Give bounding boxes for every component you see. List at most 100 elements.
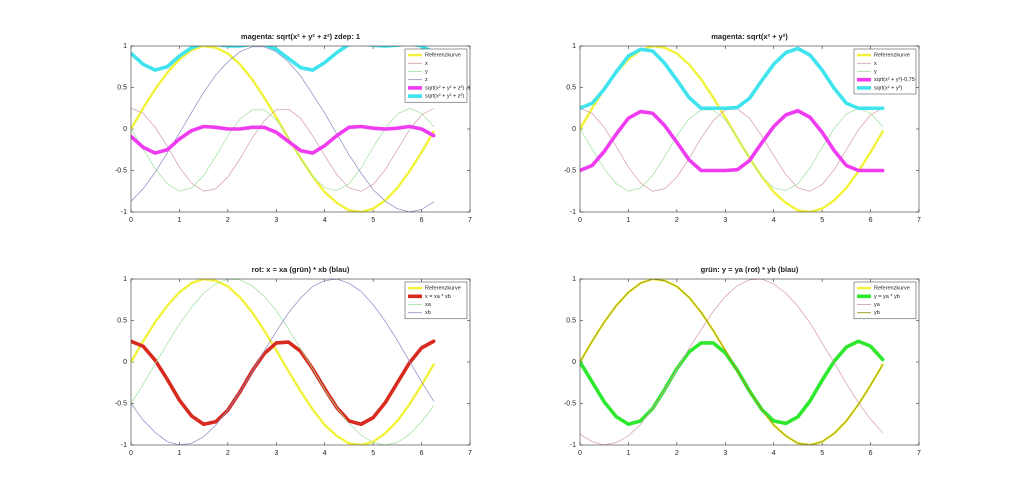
legend-label: y [425, 69, 428, 75]
y-tick-label: 0.5 [117, 84, 127, 91]
series-line [131, 107, 435, 192]
series-line [131, 279, 435, 445]
y-tick-label: 0.5 [566, 84, 576, 91]
x-tick-label: 6 [869, 217, 873, 224]
x-tick-label: 7 [917, 217, 921, 224]
legend-label: Referenzkurve [425, 286, 461, 292]
chart-title: magenta: sqrt(x² + y² + z²) zdep: 1 [241, 32, 360, 41]
series-line [131, 46, 435, 212]
series-line [131, 46, 435, 212]
y-tick-label: 1 [572, 43, 576, 50]
series-line [580, 46, 884, 212]
legend-label: x [425, 61, 428, 67]
x-tick-label: 2 [675, 217, 679, 224]
x-tick-label: 6 [420, 450, 424, 457]
x-tick-label: 0 [129, 450, 133, 457]
x-tick-label: 5 [820, 450, 824, 457]
y-tick-label: 0 [123, 359, 127, 366]
legend-label: Referenzkurve [874, 53, 910, 59]
x-tick-label: 4 [772, 450, 776, 457]
y-tick-label: 0 [572, 126, 576, 133]
x-tick-label: 5 [371, 217, 375, 224]
legend-label: sqrt(x² + y²)-0,75 [874, 77, 915, 83]
x-tick-label: 2 [226, 450, 230, 457]
x-tick-label: 6 [869, 450, 873, 457]
legend-label: sqrt(x² + y² + z²) -1 [425, 85, 471, 91]
subplot: magenta: sqrt(x² + y² + z²) zdep: 1 0 1 2 3 4… [115, 32, 472, 224]
y-tick-label: -1 [570, 442, 576, 449]
x-tick-label: 3 [274, 450, 278, 457]
legend-label: xa [425, 302, 432, 308]
x-tick-label: 3 [274, 217, 278, 224]
y-tick-label: -1 [121, 209, 127, 216]
x-tick-label: 2 [675, 450, 679, 457]
axes-frame [579, 45, 920, 213]
lines [131, 279, 436, 445]
legend-label: y [874, 69, 877, 75]
x-tick-label: 2 [226, 217, 230, 224]
legend: Referenzkurve xyz sqrt(x² + y² + z²) -1 sqr… [404, 48, 471, 103]
y-tick-label: 0 [572, 359, 576, 366]
x-tick-label: 1 [626, 217, 630, 224]
legend-label: x = xa * xb [425, 294, 451, 300]
axes-frame [130, 45, 471, 213]
x-tick-label: 4 [772, 217, 776, 224]
x-tick-label: 7 [468, 217, 472, 224]
y-tick-label: 1 [123, 276, 127, 283]
series-line [580, 107, 884, 192]
x-tick-label: 1 [177, 217, 181, 224]
subplot: magenta: sqrt(x² + y²) 0 1 2 3 4 5 6 7 -1 -0.5 0 0.5… [564, 32, 921, 224]
x-tick-label: 1 [626, 450, 630, 457]
legend-label: Referenzkurve [425, 53, 461, 59]
legend-label: yb [874, 310, 880, 316]
series-line [580, 46, 885, 111]
y-tick-label: 0.5 [117, 317, 127, 324]
series-line [131, 46, 436, 72]
legend-label: z [425, 77, 428, 83]
axes-frame [130, 278, 471, 446]
y-tick-label: -1 [570, 209, 576, 216]
series-line [131, 339, 436, 427]
legend-box [404, 48, 468, 103]
y-tick-label: -0.5 [115, 400, 127, 407]
x-tick-label: 0 [578, 450, 582, 457]
chart-title: rot: x = xa (grün) * xb (blau) [252, 265, 350, 274]
y-tick-label: -0.5 [564, 400, 576, 407]
legend-label: y = ya * yb [874, 294, 900, 300]
subplot: grün: y = ya (rot) * yb (blau) 0 1 2 3 4 5 6 7 -1… [564, 265, 921, 457]
x-tick-label: 4 [323, 217, 327, 224]
y-tick-label: -0.5 [564, 167, 576, 174]
x-tick-label: 4 [323, 450, 327, 457]
legend-label: Referenzkurve [874, 286, 910, 292]
legend: Referenzkurve xy sqrt(x² + y²)-0,75 sqrt(x²… [853, 48, 917, 95]
axes-frame [579, 278, 920, 446]
series-line [131, 124, 436, 155]
legend: Referenzkurve x = xa * xb xa xb [404, 281, 468, 320]
y-tick-label: 0.5 [566, 317, 576, 324]
lines [131, 46, 436, 212]
x-tick-label: 3 [723, 450, 727, 457]
series-line [580, 279, 884, 445]
x-tick-label: 0 [578, 217, 582, 224]
x-tick-label: 6 [420, 217, 424, 224]
series-line [131, 107, 435, 192]
legend: Referenzkurve y = ya * yb ya yb [853, 281, 917, 320]
legend-label: sqrt(x² + y²) [874, 85, 902, 91]
series-line [580, 279, 884, 445]
x-tick-label: 7 [468, 450, 472, 457]
series-line [580, 108, 885, 173]
x-tick-label: 1 [177, 450, 181, 457]
y-tick-label: -1 [121, 442, 127, 449]
legend-label: xb [425, 310, 431, 316]
legend-label: ya [874, 302, 881, 308]
lines [580, 279, 885, 445]
x-tick-label: 5 [371, 450, 375, 457]
chart-title: grün: y = ya (rot) * yb (blau) [701, 265, 799, 274]
subplot: rot: x = xa (grün) * xb (blau) 0 1 2 3 4 5 6 7 -1… [115, 265, 472, 457]
x-tick-label: 5 [820, 217, 824, 224]
series-line [131, 279, 435, 445]
legend-label: sqrt(x² + y² + z²) [425, 94, 464, 100]
legend-label: x [874, 61, 877, 67]
x-tick-label: 3 [723, 217, 727, 224]
